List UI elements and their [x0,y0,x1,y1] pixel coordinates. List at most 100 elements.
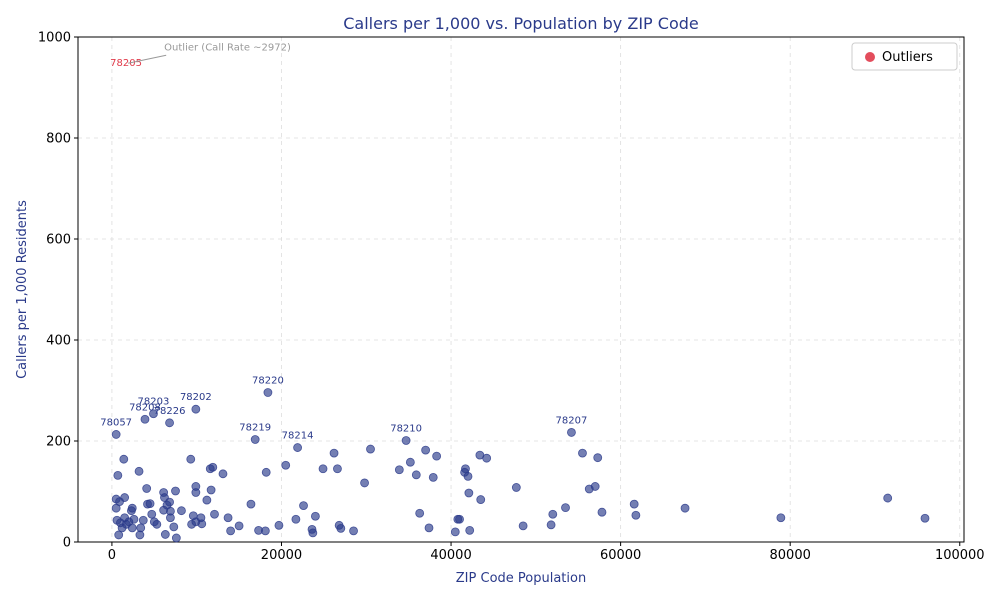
y-tick-label: 600 [46,233,71,248]
point-label: 78226 [154,406,186,417]
point-label: 78220 [252,376,284,387]
data-point [152,519,162,529]
data-point [405,457,415,467]
data-point [113,470,123,480]
x-axis-title: ZIP Code Population [456,571,586,586]
data-point [415,508,425,518]
data-point [166,506,175,516]
point-label: 78208 [129,402,161,413]
data-point [186,454,196,464]
y-tick-label: 1000 [38,31,71,46]
labeled-data-point [111,430,121,439]
data-point [476,495,486,504]
data-point [119,454,129,464]
data-point [461,464,470,474]
data-point [578,448,587,458]
data-point [590,482,600,491]
data-point [177,506,186,516]
labeled-data-point [149,409,158,419]
y-tick-label: 400 [46,334,71,349]
data-point [776,513,786,523]
data-point [274,520,284,530]
data-point [597,507,607,517]
y-axis-title: Callers per 1,000 Residents [15,200,30,379]
data-point [366,444,375,454]
chart-title: Callers per 1,000 vs. Population by ZIP … [343,14,698,33]
x-tick-label: 60000 [600,548,641,563]
data-point [202,495,212,505]
labeled-data-point [567,428,576,437]
data-point [421,445,431,455]
data-point [160,530,170,539]
legend-outliers-label: Outliers [882,50,933,65]
y-tick-label: 0 [63,536,71,551]
data-point [883,493,893,503]
data-point [424,523,434,533]
labeled-data-point [401,436,411,445]
data-point [349,526,358,536]
data-point [329,448,339,458]
data-point [464,488,474,498]
data-point [333,464,342,474]
data-point [411,470,421,480]
labeled-data-point [191,404,201,414]
data-point [171,486,180,496]
data-point [394,465,404,475]
point-label: 78202 [180,392,212,403]
data-point [234,521,244,531]
x-tick-label: 20000 [261,548,302,563]
labeled-data-point [263,388,273,397]
data-point [145,499,155,509]
data-point [226,526,236,536]
data-point [318,464,328,474]
data-point [134,466,144,476]
legend-outlier-marker [865,52,875,62]
data-point [631,510,641,520]
y-tick-label: 800 [46,132,71,147]
data-point [120,493,130,502]
data-point [561,503,570,513]
plot-frame [77,36,965,543]
data-point [165,497,174,507]
data-point [548,509,558,519]
data-point [360,478,369,488]
data-point [593,453,603,463]
data-point [518,521,528,531]
data-point [465,525,475,535]
data-point [260,526,270,536]
data-point [127,523,137,533]
data-point [206,485,216,495]
data-point [138,515,148,525]
point-label: 78214 [282,431,314,442]
data-point [136,523,146,533]
data-point [920,513,930,523]
point-label: 78210 [390,423,422,434]
data-point [299,501,308,511]
data-point [463,471,473,481]
data-point [336,523,346,533]
data-point [169,522,179,532]
point-label: 78203 [138,397,170,408]
point-label: 78219 [239,422,271,433]
data-points [111,388,930,543]
y-tick-label: 200 [46,435,71,450]
data-point [129,514,139,524]
data-point [281,460,291,470]
outlier-arrow [128,54,167,64]
x-tick-label: 80000 [770,548,811,563]
data-point [511,483,521,492]
outlier-label: 78205 [110,58,142,69]
outlier-annotation: 78205 Outlier (Call Rate ~2972) [110,42,291,69]
data-point [455,514,464,524]
x-axis-ticks: 0 20000 40000 60000 80000 100000 [108,542,985,563]
labeled-data-point [250,435,260,444]
data-point [310,511,320,521]
outlier-note: Outlier (Call Rate ~2972) [164,42,291,53]
data-point [680,503,690,513]
labeled-data-point [293,443,302,452]
data-point [191,488,201,497]
data-point [246,499,256,509]
x-tick-label: 0 [108,548,116,563]
